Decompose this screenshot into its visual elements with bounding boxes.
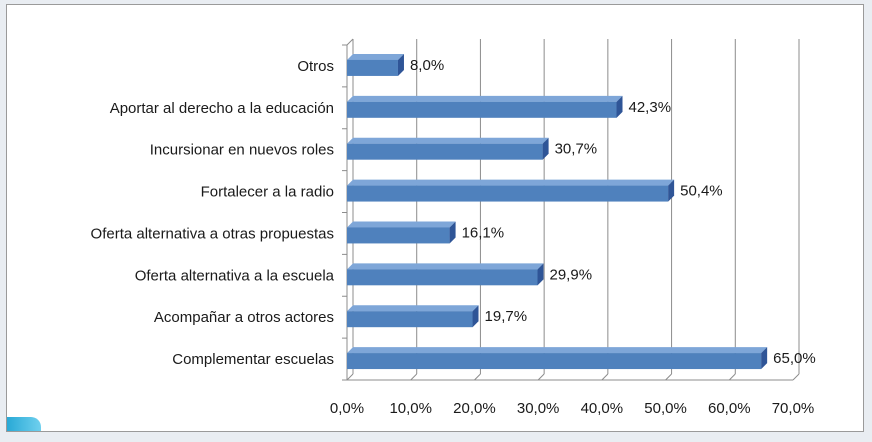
bars xyxy=(347,53,768,370)
bar-side-face xyxy=(616,95,623,118)
bar-side-face xyxy=(397,53,404,76)
bar xyxy=(347,143,543,160)
category-label: Oferta alternativa a otras propuestas xyxy=(91,225,334,242)
bar-top-face xyxy=(347,53,404,60)
bar xyxy=(347,101,617,118)
bar-top-face xyxy=(347,305,479,312)
bar-side-face xyxy=(472,305,479,328)
category-label: Incursionar en nuevos roles xyxy=(150,142,334,159)
corner-decoration xyxy=(7,417,41,431)
category-label: Otros xyxy=(297,58,334,75)
bar-top-face xyxy=(347,263,544,270)
data-label: 19,7% xyxy=(485,308,528,325)
x-tick-label: 50,0% xyxy=(644,400,687,417)
bar xyxy=(347,269,538,286)
grid-floor-tick xyxy=(346,373,354,381)
grid-floor-tick xyxy=(601,373,609,381)
x-tick-label: 70,0% xyxy=(772,400,815,417)
bar-top-face xyxy=(347,347,768,354)
category-label: Fortalecer a la radio xyxy=(201,184,334,201)
bar xyxy=(347,185,669,202)
grid-floor-tick xyxy=(474,373,481,381)
bar-chart: 0,0% 10,0% 20,0% 30,0% 40,0% 50,0% 60,0% 70,0% O… xyxy=(91,38,816,417)
bar xyxy=(347,311,473,328)
labels: 0,0% 10,0% 20,0% 30,0% 40,0% 50,0% 60,0% 70,0% O… xyxy=(91,57,816,417)
grid-floor-tick xyxy=(665,373,672,381)
x-tick-label: 20,0% xyxy=(453,400,496,417)
data-label: 8,0% xyxy=(410,57,444,74)
x-tick-label: 40,0% xyxy=(581,400,624,417)
category-label: Acompañar a otros actores xyxy=(154,309,334,326)
bar xyxy=(347,227,450,244)
data-label: 50,4% xyxy=(680,183,723,200)
bar-side-face xyxy=(537,263,544,286)
bar xyxy=(347,353,762,370)
bar xyxy=(347,59,398,76)
bar-side-face xyxy=(668,179,675,202)
grid-floor-tick xyxy=(728,373,736,381)
bar-top-face xyxy=(347,137,549,144)
bar-top-face xyxy=(347,95,623,102)
gridlines xyxy=(346,39,800,381)
category-label: Complementar escuelas xyxy=(172,351,334,368)
bar-side-face xyxy=(761,347,768,370)
bar-side-face xyxy=(449,221,456,244)
category-label: Oferta alternativa a la escuela xyxy=(135,267,335,284)
data-label: 29,9% xyxy=(550,266,593,283)
axes xyxy=(342,38,793,381)
bar-side-face xyxy=(542,137,549,160)
data-label: 16,1% xyxy=(462,224,505,241)
category-label: Aportar al derecho a la educación xyxy=(110,100,334,117)
bar-top-face xyxy=(347,221,456,228)
x-tick-label: 10,0% xyxy=(389,400,432,417)
y-axis-depth xyxy=(346,38,354,46)
x-tick-label: 30,0% xyxy=(517,400,560,417)
data-label: 65,0% xyxy=(773,350,816,367)
grid-floor-tick xyxy=(537,373,545,381)
chart-frame: 0,0% 10,0% 20,0% 30,0% 40,0% 50,0% 60,0% 70,0% O… xyxy=(6,4,864,432)
grid-floor-tick xyxy=(792,373,800,381)
x-tick-label: 0,0% xyxy=(330,400,364,417)
x-tick-label: 60,0% xyxy=(708,400,751,417)
bar-top-face xyxy=(347,179,675,186)
data-label: 30,7% xyxy=(555,141,598,158)
grid-floor-tick xyxy=(410,373,418,381)
data-label: 42,3% xyxy=(629,99,672,116)
